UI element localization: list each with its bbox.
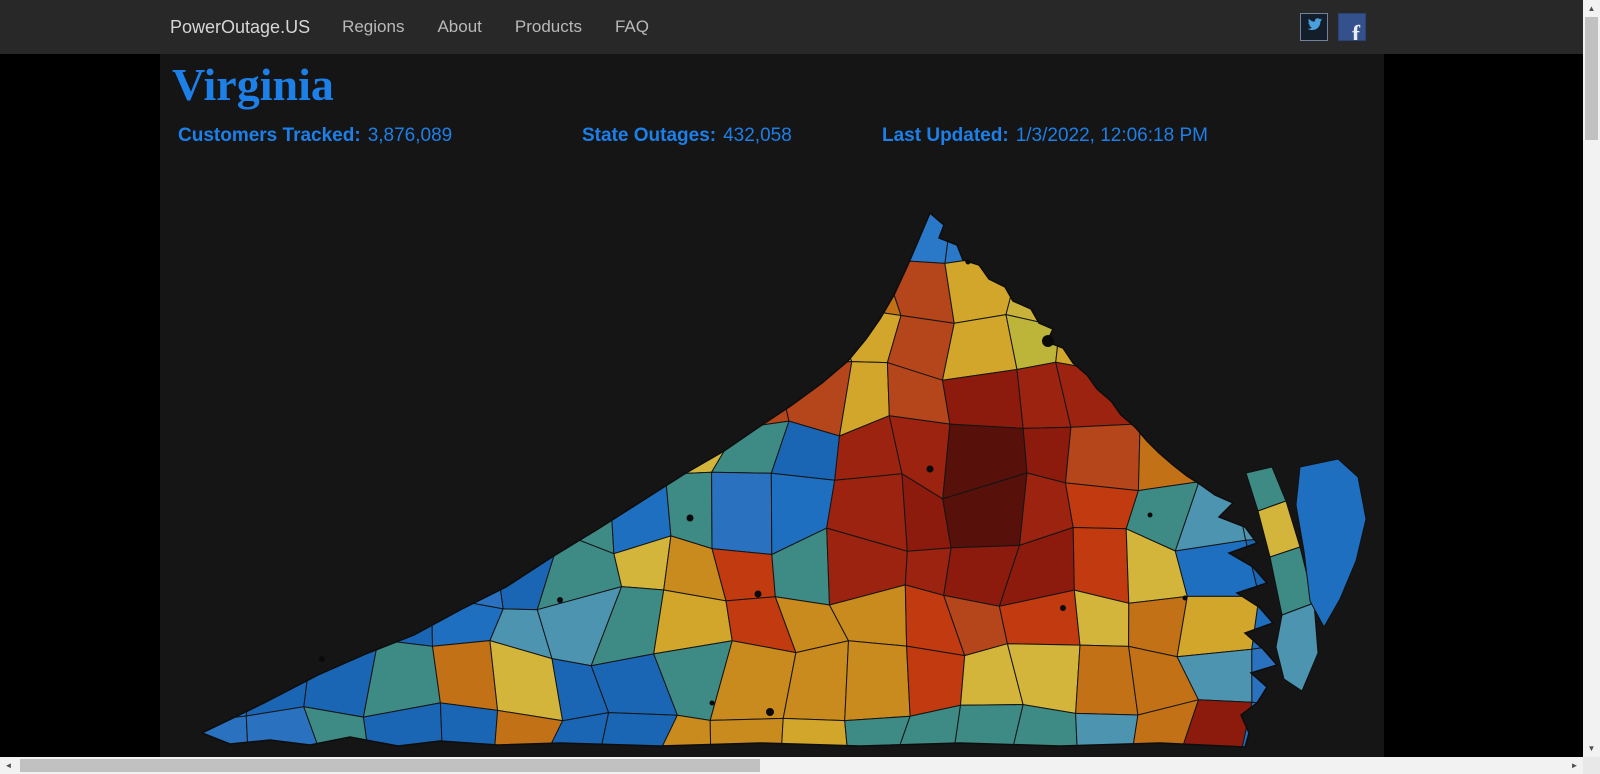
stat-customers-tracked: Customers Tracked: 3,876,089 — [178, 125, 582, 147]
nav-item-faq[interactable]: FAQ — [614, 17, 649, 36]
stat-state-outages: State Outages: 432,058 — [582, 125, 882, 147]
facebook-icon: f — [1352, 22, 1360, 41]
scroll-down-arrow-icon[interactable]: ▼ — [1587, 744, 1596, 753]
social-links: f — [1300, 13, 1366, 41]
virginia-county-outage-map[interactable] — [200, 205, 1370, 750]
stats-row: Customers Tracked: 3,876,089 State Outage… — [178, 125, 1384, 147]
stat-label: Last Updated: — [882, 125, 1009, 146]
city-markers — [319, 259, 1188, 716]
twitter-button[interactable] — [1300, 13, 1328, 41]
brand-link[interactable]: PowerOutage.US — [170, 16, 311, 37]
nav-item-products[interactable]: Products — [514, 17, 582, 36]
scroll-left-arrow-icon[interactable]: ◄ — [4, 761, 13, 770]
nav-item-about[interactable]: About — [437, 17, 482, 36]
twitter-icon — [1303, 14, 1325, 41]
stat-label: State Outages: — [582, 125, 717, 146]
horizontal-scrollbar[interactable]: ◄ ► — [0, 757, 1583, 774]
stat-value: 432,058 — [723, 125, 792, 146]
scroll-right-arrow-icon[interactable]: ► — [1570, 761, 1579, 770]
stat-label: Customers Tracked: — [178, 125, 361, 146]
stat-value: 1/3/2022, 12:06:18 PM — [1015, 125, 1208, 146]
top-nav: PowerOutage.US Regions About Products FA… — [0, 0, 1583, 54]
nav-item-regions[interactable]: Regions — [342, 17, 405, 36]
facebook-button[interactable]: f — [1338, 13, 1366, 41]
horizontal-scrollbar-thumb[interactable] — [20, 759, 760, 772]
outage-map-container — [200, 205, 1370, 750]
eastern-shore-regions[interactable] — [1245, 458, 1367, 692]
page-title: Virginia — [172, 59, 334, 110]
scrollbar-corner — [1583, 757, 1600, 774]
vertical-scrollbar-thumb[interactable] — [1585, 17, 1598, 140]
stat-value: 3,876,089 — [367, 125, 453, 146]
vertical-scrollbar[interactable]: ▲ ▼ — [1583, 0, 1600, 757]
scroll-up-arrow-icon[interactable]: ▲ — [1587, 4, 1596, 13]
content-panel: Virginia Customers Tracked: 3,876,089 Sta… — [160, 54, 1384, 774]
state-outline — [200, 211, 1279, 748]
county-cells[interactable] — [200, 205, 1370, 750]
stat-last-updated: Last Updated: 1/3/2022, 12:06:18 PM — [882, 125, 1208, 147]
nav-menu: Regions About Products FAQ — [342, 17, 649, 37]
